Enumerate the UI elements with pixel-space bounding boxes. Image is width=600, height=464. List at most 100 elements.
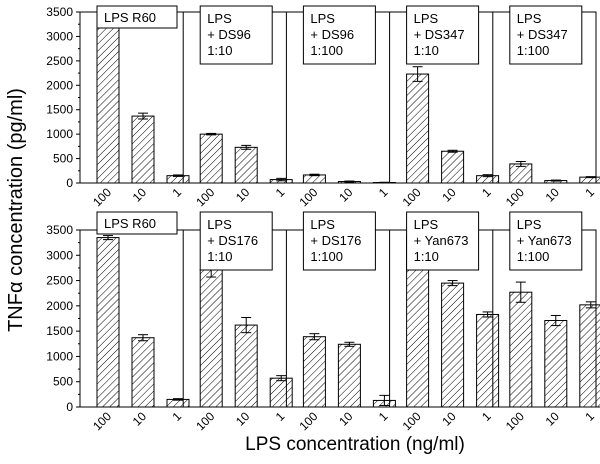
x-tick-label: 1 (582, 409, 597, 424)
group-label-text: LPS R60 (104, 216, 156, 231)
y-tick-label: 3000 (46, 29, 73, 43)
bar (406, 73, 430, 184)
x-tick-label: 100 (193, 185, 217, 209)
bar (269, 377, 293, 408)
bar (234, 324, 258, 408)
y-tick-label: 1500 (46, 324, 73, 338)
x-tick-label: 1 (479, 185, 494, 200)
group-label-text: LPS (310, 11, 335, 26)
bar (544, 320, 568, 408)
group-label-text: 1:10 (207, 249, 232, 264)
x-tick-label: 10 (233, 409, 253, 429)
group-label-box (199, 211, 273, 271)
group-label-text: LPS (207, 11, 232, 26)
y-axis-label: TNFα concentration (pg/ml) (5, 88, 27, 332)
x-tick-label: 100 (400, 185, 424, 209)
x-tick-label: 1 (169, 409, 184, 424)
x-tick-label: 1 (479, 409, 494, 424)
group-label-box (96, 211, 178, 235)
bar (441, 282, 465, 408)
group-label-text: 1:100 (310, 249, 343, 264)
bar (96, 237, 120, 408)
group-label-text: 1:100 (517, 249, 550, 264)
group-label-box (96, 5, 178, 29)
x-tick-label: 10 (439, 409, 459, 429)
group-label-text: 1:100 (517, 43, 550, 58)
x-tick-label: 1 (273, 409, 288, 424)
x-tick-label: 100 (90, 409, 114, 433)
x-tick-label: 100 (503, 185, 527, 209)
group-label-text: 1:10 (414, 249, 439, 264)
x-tick-label: 1 (376, 185, 391, 200)
group-label-box (509, 211, 583, 271)
x-tick-label: 100 (400, 409, 424, 433)
group-label-text: LPS (310, 217, 335, 232)
x-tick-label: 10 (543, 409, 563, 429)
y-tick-label: 2500 (46, 54, 73, 68)
y-tick-label: 2500 (46, 274, 73, 288)
bar (579, 304, 600, 408)
y-tick-label: 1000 (46, 127, 73, 141)
group-label-text: + DS347 (414, 27, 465, 42)
group-label-text: + DS96 (207, 27, 251, 42)
group-label-text: 1:10 (414, 43, 439, 58)
bar (441, 150, 465, 184)
y-tick-label: 0 (66, 400, 73, 414)
group-label-text: 1:100 (310, 43, 343, 58)
group-label-box (406, 5, 480, 65)
bar (96, 18, 120, 184)
x-tick-label: 10 (336, 185, 356, 205)
x-tick-label: 1 (376, 409, 391, 424)
group-label-text: + DS176 (207, 233, 258, 248)
group-label-box (302, 5, 376, 65)
x-axis-label: LPS concentration (ng/ml) (245, 434, 465, 455)
group-label-box (509, 5, 583, 65)
x-tick-label: 10 (130, 409, 150, 429)
x-tick-label: 10 (543, 185, 563, 205)
y-tick-label: 500 (53, 152, 73, 166)
y-tick-label: 3500 (46, 5, 73, 19)
x-tick-label: 10 (130, 185, 150, 205)
group-label-box (302, 211, 376, 271)
y-tick-label: 2000 (46, 78, 73, 92)
group-label-text: + DS96 (310, 27, 354, 42)
y-tick-label: 3000 (46, 248, 73, 262)
bar (509, 291, 533, 408)
x-tick-label: 100 (90, 185, 114, 209)
bar (476, 313, 500, 408)
group-label-text: LPS R60 (104, 10, 156, 25)
x-tick-label: 10 (439, 185, 459, 205)
group-label-box (406, 211, 480, 271)
y-tick-label: 1500 (46, 103, 73, 117)
group-label-box (199, 5, 273, 65)
y-tick-label: 3500 (46, 223, 73, 237)
bar (131, 337, 155, 408)
group-label-text: LPS (414, 217, 439, 232)
x-tick-label: 100 (296, 409, 320, 433)
bar (337, 343, 361, 408)
bar (302, 336, 326, 408)
x-tick-label: 10 (336, 409, 356, 429)
panel-top: 0 500 1000 1500 2000 2500 3000 3500 100 10 1 LPS R6… (46, 5, 600, 209)
group-label-text: 1:10 (207, 43, 232, 58)
x-tick-label: 1 (582, 185, 597, 200)
group-label-text: LPS (517, 217, 542, 232)
bar (234, 146, 258, 184)
group-label-text: LPS (517, 11, 542, 26)
bar (199, 133, 223, 184)
y-tick-label: 500 (53, 375, 73, 389)
group-label-text: + DS176 (310, 233, 361, 248)
x-tick-label: 100 (193, 409, 217, 433)
group-label-text: + Yan673 (414, 233, 469, 248)
x-tick-label: 1 (169, 185, 184, 200)
group-label-text: LPS (207, 217, 232, 232)
x-tick-label: 100 (296, 185, 320, 209)
group-label-text: + DS347 (517, 27, 568, 42)
x-tick-label: 1 (273, 185, 288, 200)
bar (131, 115, 155, 184)
panel-bottom: 0 500 1000 1500 2000 2500 3000 3500 100 10 1 LPS R6… (46, 211, 600, 433)
group-label-text: LPS (414, 11, 439, 26)
x-tick-label: 10 (233, 185, 253, 205)
y-tick-label: 2000 (46, 299, 73, 313)
